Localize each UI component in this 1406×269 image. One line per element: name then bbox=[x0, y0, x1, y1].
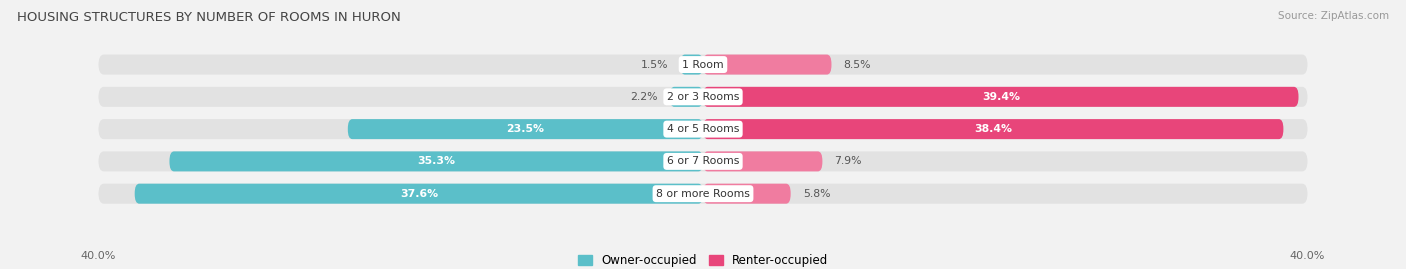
Text: 8.5%: 8.5% bbox=[844, 59, 872, 70]
Text: 7.9%: 7.9% bbox=[835, 156, 862, 167]
FancyBboxPatch shape bbox=[135, 184, 703, 204]
Text: 2.2%: 2.2% bbox=[630, 92, 658, 102]
Text: 6 or 7 Rooms: 6 or 7 Rooms bbox=[666, 156, 740, 167]
Legend: Owner-occupied, Renter-occupied: Owner-occupied, Renter-occupied bbox=[572, 249, 834, 269]
FancyBboxPatch shape bbox=[703, 184, 790, 204]
FancyBboxPatch shape bbox=[347, 119, 703, 139]
FancyBboxPatch shape bbox=[703, 151, 823, 171]
Text: 1.5%: 1.5% bbox=[641, 59, 668, 70]
FancyBboxPatch shape bbox=[98, 151, 1308, 171]
Text: 35.3%: 35.3% bbox=[418, 156, 456, 167]
Text: Source: ZipAtlas.com: Source: ZipAtlas.com bbox=[1278, 11, 1389, 21]
FancyBboxPatch shape bbox=[669, 87, 703, 107]
Text: 23.5%: 23.5% bbox=[506, 124, 544, 134]
FancyBboxPatch shape bbox=[98, 87, 1308, 107]
Text: 40.0%: 40.0% bbox=[1289, 251, 1326, 261]
FancyBboxPatch shape bbox=[703, 87, 1299, 107]
Text: 1 Room: 1 Room bbox=[682, 59, 724, 70]
FancyBboxPatch shape bbox=[703, 119, 1284, 139]
FancyBboxPatch shape bbox=[98, 184, 1308, 204]
Text: 40.0%: 40.0% bbox=[80, 251, 117, 261]
Text: HOUSING STRUCTURES BY NUMBER OF ROOMS IN HURON: HOUSING STRUCTURES BY NUMBER OF ROOMS IN… bbox=[17, 11, 401, 24]
FancyBboxPatch shape bbox=[170, 151, 703, 171]
FancyBboxPatch shape bbox=[681, 55, 703, 75]
Text: 39.4%: 39.4% bbox=[981, 92, 1019, 102]
Text: 2 or 3 Rooms: 2 or 3 Rooms bbox=[666, 92, 740, 102]
FancyBboxPatch shape bbox=[703, 55, 831, 75]
Text: 5.8%: 5.8% bbox=[803, 189, 831, 199]
FancyBboxPatch shape bbox=[98, 55, 1308, 75]
Text: 38.4%: 38.4% bbox=[974, 124, 1012, 134]
Text: 4 or 5 Rooms: 4 or 5 Rooms bbox=[666, 124, 740, 134]
FancyBboxPatch shape bbox=[98, 119, 1308, 139]
Text: 8 or more Rooms: 8 or more Rooms bbox=[657, 189, 749, 199]
Text: 37.6%: 37.6% bbox=[399, 189, 437, 199]
